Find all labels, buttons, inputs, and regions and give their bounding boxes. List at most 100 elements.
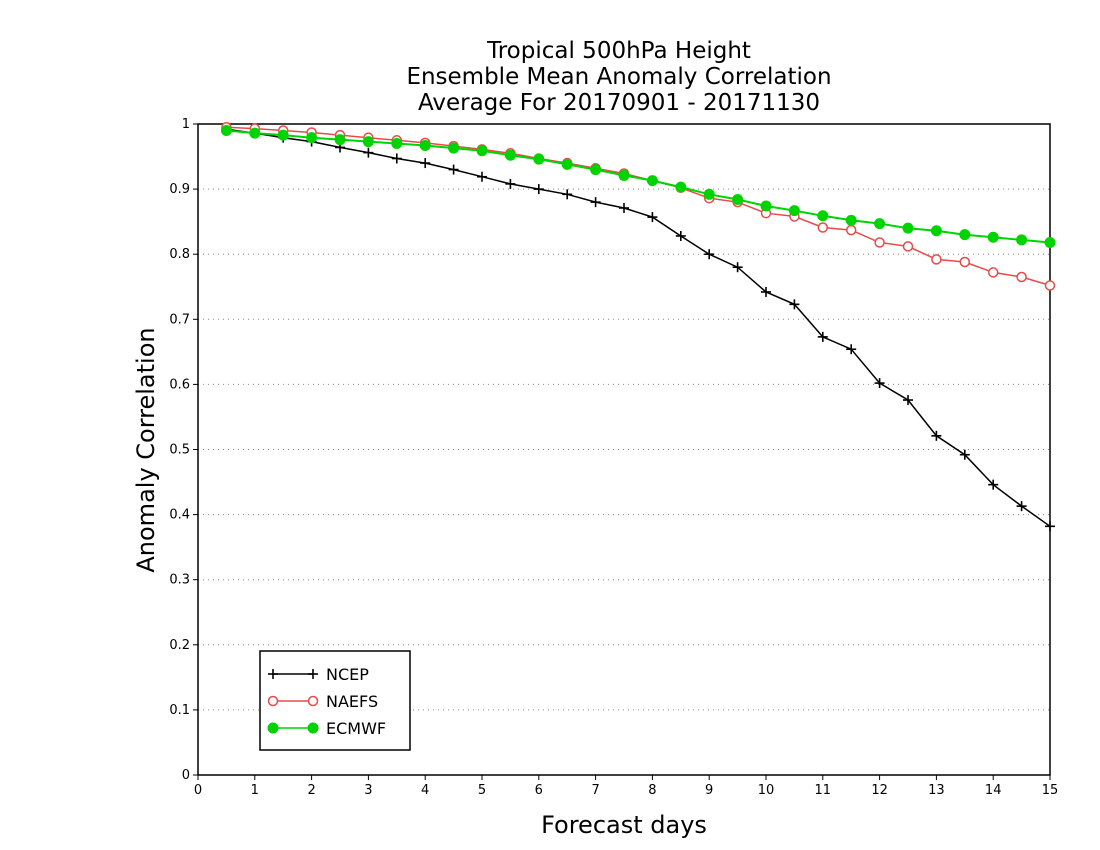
data-point-ncep [761,286,771,297]
chart-title: Tropical 500hPa Height Ensemble Mean Ano… [406,38,831,116]
x-tick-label: 0 [194,783,202,798]
data-point-ncep [533,184,544,195]
data-point-ncep [505,178,516,189]
data-point-ncep [1045,521,1055,532]
x-tick-label: 3 [364,783,372,798]
data-point-ecmwf [504,149,516,161]
x-tick-label: 10 [758,783,775,798]
data-point-ncep [675,230,686,241]
x-tick-label: 11 [815,783,832,798]
data-point-naefs [845,224,857,236]
data-point-ecmwf [874,218,886,230]
y-tick-label: 0.4 [169,508,190,523]
data-point-ncep [619,202,629,213]
data-point-ncep [647,212,658,223]
y-tick-label: 0.2 [169,638,190,653]
data-point-ecmwf [533,153,545,165]
y-tick-label: 0.7 [169,312,190,327]
data-point-ncep [391,153,402,164]
title-line-1: Tropical 500hPa Height [486,38,751,64]
x-tick-label: 6 [535,783,543,798]
x-tick-label: 13 [928,783,945,798]
data-point-ecmwf [1044,236,1056,248]
data-point-ecmwf [448,142,460,154]
x-tick-label: 5 [478,783,486,798]
x-axis: 0 1 2 3 4 5 6 7 8 9 10 11 12 13 14 15 [194,775,1058,798]
data-point-ecmwf [618,169,630,181]
legend-marker-naefs [307,695,319,707]
legend-label-ncep: NCEP [326,665,369,684]
data-point-ecmwf [675,181,687,193]
legend-marker-ncep [308,669,318,679]
data-point-ecmwf [277,129,289,141]
data-point-naefs [902,241,914,252]
data-point-ecmwf [476,145,488,157]
x-tick-label: 8 [648,783,656,798]
data-point-ecmwf [1016,234,1028,246]
data-point-ecmwf [220,125,232,137]
data-point-ncep [988,479,999,490]
data-point-ncep [1016,501,1027,512]
series-lines [220,122,1056,532]
legend: NCEP NAEFS ECMWF [259,650,411,751]
x-tick-label: 14 [985,783,1002,798]
y-tick-label: 0.1 [169,703,190,718]
data-point-ecmwf [959,229,971,241]
data-point-ncep [903,395,913,406]
y-axis: 0 0.1 0.2 0.3 0.4 0.5 0.6 0.7 0.8 0.9 1 [169,117,198,783]
data-point-ncep [477,171,487,182]
gridlines [198,188,1050,711]
data-point-ecmwf [845,214,857,226]
legend-marker-ecmwf [267,722,279,734]
data-point-ncep [959,449,970,460]
x-tick-label: 2 [307,783,315,798]
y-tick-label: 0.5 [169,443,190,458]
series-line-naefs [226,126,1051,287]
data-point-naefs [1016,271,1027,283]
data-point-ncep [789,299,800,310]
x-tick-label: 4 [421,783,429,798]
data-point-ncep [562,189,573,200]
data-point-ecmwf [902,222,914,234]
legend-label-ecmwf: ECMWF [326,719,386,738]
data-point-ncep [732,262,743,273]
y-tick-label: 0 [182,768,190,783]
data-point-naefs [959,256,971,268]
x-tick-label: 15 [1042,783,1059,798]
data-point-ecmwf [817,210,829,222]
title-line-2: Ensemble Mean Anomaly Correlation [406,64,831,90]
data-point-ecmwf [362,136,374,148]
data-point-ecmwf [249,127,261,139]
data-point-ecmwf [760,200,772,212]
series-line-ncep [226,128,1051,527]
data-point-ecmwf [419,139,431,151]
y-tick-label: 0.9 [169,182,190,197]
x-tick-label: 12 [871,783,888,798]
data-point-ncep [931,430,942,441]
legend-marker-naefs [267,695,279,707]
data-point-ecmwf [590,164,602,176]
y-tick-label: 0.6 [169,377,190,392]
y-axis-label: Anomaly Correlation [132,327,160,572]
y-tick-label: 0.3 [169,573,190,588]
data-point-ncep [420,158,431,169]
legend-marker-ecmwf [307,722,319,734]
y-tick-label: 1 [182,117,190,132]
x-axis-label: Forecast days [541,811,707,839]
data-point-ncep [363,147,374,158]
data-point-ecmwf [703,188,715,200]
x-tick-label: 9 [705,783,713,798]
data-point-ncep [704,249,715,260]
data-point-ecmwf [732,194,744,206]
data-point-ecmwf [646,175,658,187]
data-point-ncep [846,344,857,355]
data-point-naefs [1044,280,1056,291]
data-point-ncep [448,164,459,175]
data-point-ecmwf [788,205,800,217]
data-point-naefs [931,254,942,265]
y-tick-label: 0.8 [169,247,190,262]
data-point-ecmwf [306,132,318,144]
data-point-ecmwf [391,138,403,150]
data-point-ncep [817,331,828,342]
